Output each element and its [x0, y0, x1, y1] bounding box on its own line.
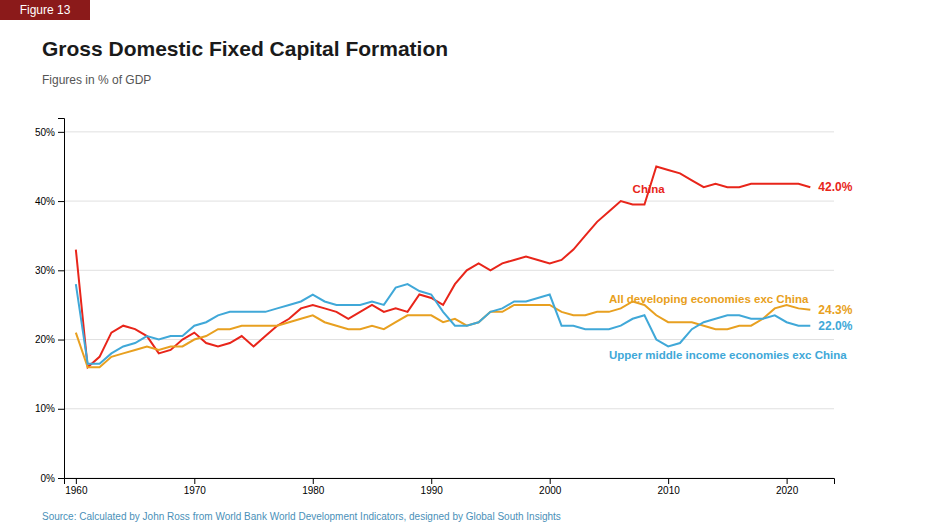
y-tick-mark	[58, 478, 64, 479]
x-tick: 1960	[65, 478, 88, 496]
y-tick: 10%	[35, 403, 64, 414]
chart: Figure 13 Gross Domestic Fixed Capital Fo…	[0, 0, 944, 530]
series-name-label: Upper middle income economies exc China	[609, 349, 847, 361]
x-tick-mark	[194, 478, 195, 484]
value-label: 24.3%	[818, 303, 852, 317]
x-tick: 1990	[421, 478, 444, 496]
y-tick-label: 0%	[41, 473, 56, 484]
y-tick-label: 10%	[35, 403, 55, 414]
value-label: 42.0%	[818, 180, 852, 194]
title: Gross Domestic Fixed Capital Formation	[42, 37, 448, 60]
grid	[64, 132, 834, 478]
x-tick-label: 1990	[421, 485, 444, 496]
y-tick: 30%	[35, 265, 64, 276]
y-tick-label: 40%	[35, 196, 55, 207]
x-tick: 1980	[302, 478, 325, 496]
y-tick-label: 50%	[35, 127, 55, 138]
figure-label-box	[0, 0, 90, 20]
grid-line	[64, 408, 834, 409]
y-tick-mark	[58, 132, 64, 133]
series-name-label: China	[633, 183, 666, 195]
y-tick-mark	[58, 201, 64, 202]
grid-line	[64, 201, 834, 202]
series-line	[76, 166, 810, 367]
y-axis: 0% 10% 20% 30% 40% 50%	[35, 119, 65, 484]
x-tick-mark	[431, 478, 432, 484]
y-axis-line	[58, 119, 65, 479]
y-tick-mark	[58, 270, 64, 271]
y-tick-mark	[58, 340, 64, 341]
x-tick-label: 2010	[658, 485, 681, 496]
x-tick: 1970	[184, 478, 207, 496]
series-name-label: All developing economies exc China	[609, 293, 809, 305]
x-tick-label: 2000	[539, 485, 562, 496]
x-tick-mark	[668, 478, 669, 484]
x-tick-label: 2020	[776, 485, 799, 496]
x-tick-label: 1980	[302, 485, 325, 496]
y-tick-label: 20%	[35, 334, 55, 345]
grid-line	[64, 131, 834, 132]
subtitle: Figures in % of GDP	[42, 73, 151, 87]
grid-line	[64, 270, 834, 271]
y-tick-label: 30%	[35, 265, 55, 276]
source: Source: Calculated by John Ross from Wor…	[42, 511, 561, 522]
y-tick-mark	[58, 409, 64, 410]
x-tick-mark	[787, 478, 788, 484]
x-tick: 2010	[658, 478, 681, 496]
x-axis: 1960 1970 1980 1990 2000 2010 2020	[65, 478, 835, 496]
x-tick-label: 1960	[65, 485, 88, 496]
x-tick: 2020	[776, 478, 799, 496]
grid-line	[64, 339, 834, 340]
x-tick-mark	[550, 478, 551, 484]
figure-label: Figure 13	[0, 0, 90, 20]
x-tick-mark	[76, 478, 77, 484]
y-tick: 20%	[35, 334, 64, 345]
lines	[76, 166, 810, 367]
value-label: 22.0%	[818, 319, 852, 333]
y-tick: 40%	[35, 196, 64, 207]
x-axis-line	[65, 479, 835, 485]
x-tick-mark	[313, 478, 314, 484]
x-tick-label: 1970	[184, 485, 207, 496]
plot: 1960 1970 1980 1990 2000 2010 2020 0% 10% 20% 30% 4…	[35, 119, 853, 497]
figure-label-text: Figure 13	[20, 3, 71, 17]
x-tick: 2000	[539, 478, 562, 496]
y-tick: 0%	[41, 473, 64, 484]
labels: China All developing economies exc China U…	[609, 180, 853, 361]
y-tick: 50%	[35, 127, 64, 138]
